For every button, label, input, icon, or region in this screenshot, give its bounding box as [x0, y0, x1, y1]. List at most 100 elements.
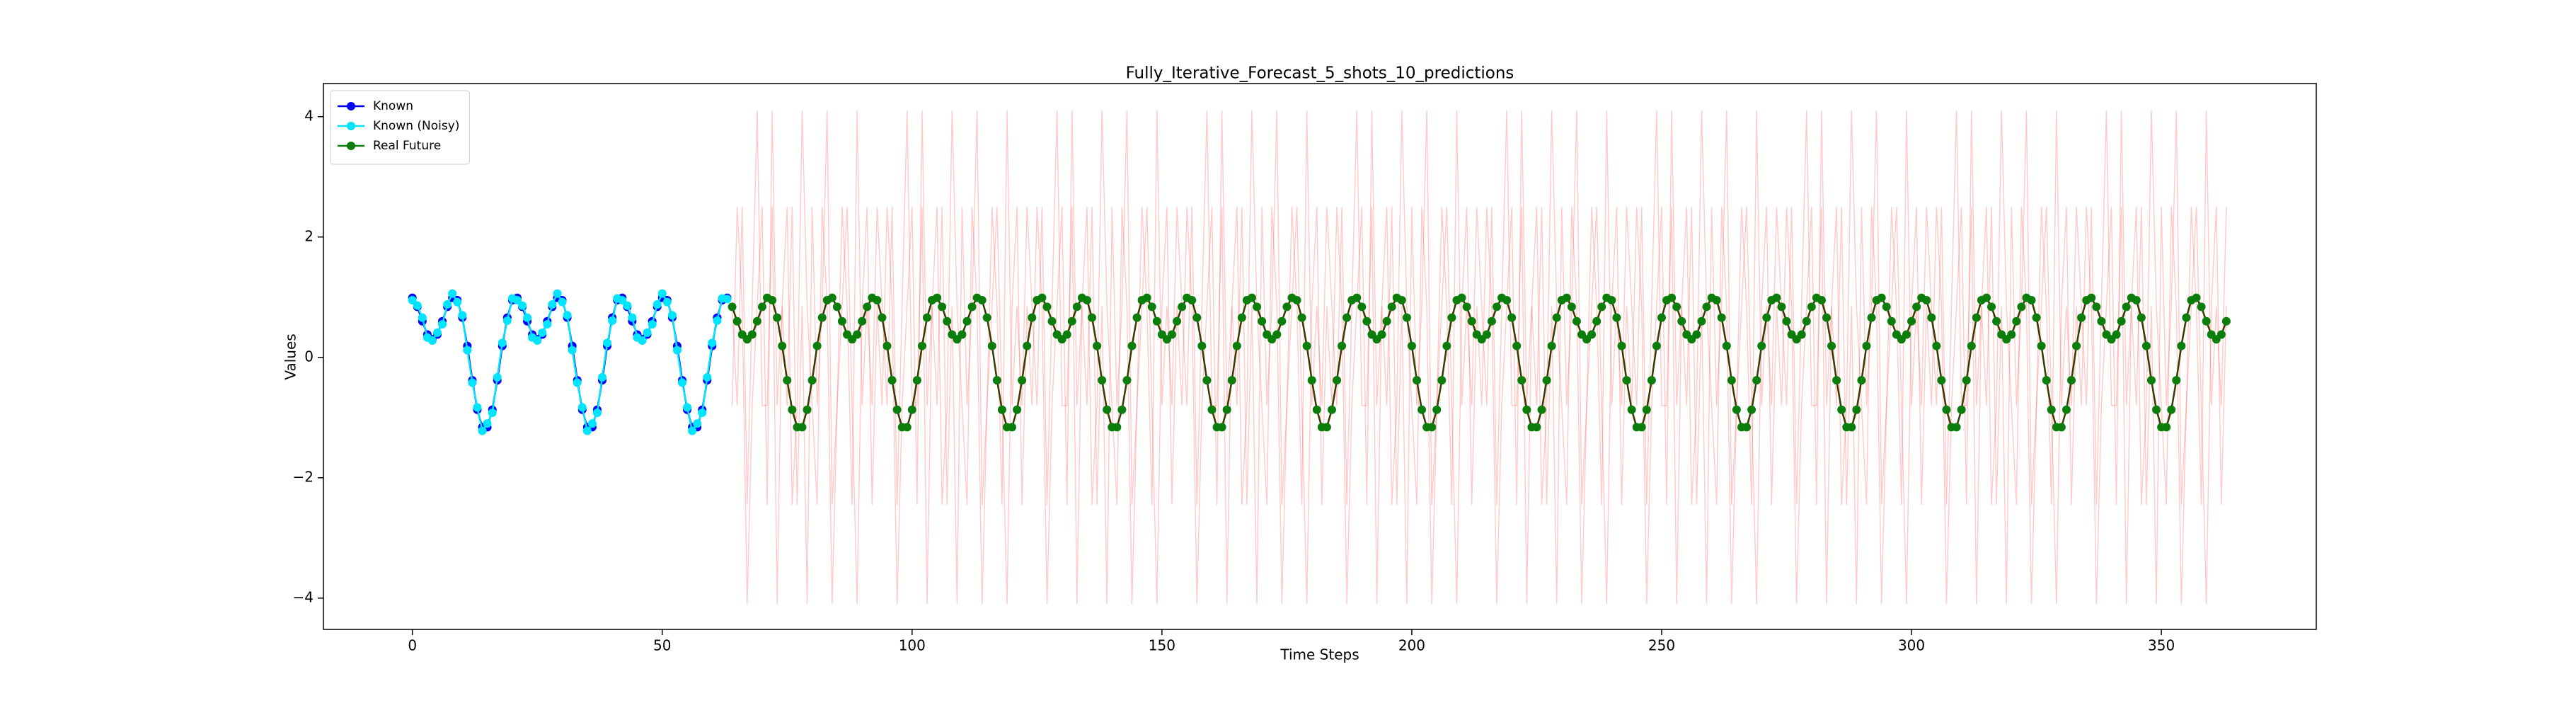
- data-point: [1432, 405, 1442, 414]
- data-point: [2221, 316, 2231, 326]
- data-point: [1942, 405, 1951, 414]
- data-point: [912, 376, 921, 385]
- data-point: [1312, 405, 1321, 414]
- data-point: [768, 296, 777, 305]
- data-point: [1028, 313, 1037, 322]
- data-point: [943, 316, 952, 326]
- data-point: [448, 289, 457, 298]
- data-point: [1567, 302, 1576, 312]
- data-point: [2057, 423, 2066, 432]
- legend-marker: [347, 142, 355, 150]
- data-point: [1232, 341, 1241, 350]
- data-point: [1253, 302, 1262, 312]
- data-point: [803, 405, 812, 414]
- data-point: [698, 408, 707, 417]
- data-point: [548, 299, 557, 309]
- data-point: [648, 320, 657, 329]
- data-point: [1082, 296, 1091, 305]
- data-point: [1333, 376, 1342, 385]
- data-point: [592, 408, 602, 417]
- data-point: [1492, 302, 1501, 312]
- data-point: [1937, 376, 1946, 385]
- data-point: [783, 376, 792, 385]
- data-point: [1782, 316, 1791, 326]
- data-point: [1088, 313, 1097, 322]
- data-point: [1852, 405, 1861, 414]
- y-tick-label: 4: [304, 107, 314, 124]
- data-point: [1127, 341, 1137, 350]
- y-tick-label: −2: [293, 468, 314, 485]
- data-point: [1742, 423, 1752, 432]
- data-point: [1442, 341, 1451, 350]
- data-point: [1047, 316, 1057, 326]
- data-point: [1587, 330, 1597, 339]
- data-point: [1103, 405, 1112, 414]
- data-point: [2087, 293, 2096, 302]
- data-point: [1122, 376, 1132, 385]
- data-point: [2042, 376, 2051, 385]
- data-point: [1537, 405, 1546, 414]
- data-point: [1562, 293, 1571, 302]
- data-point: [2007, 330, 2016, 339]
- x-tick-label: 0: [408, 637, 417, 654]
- data-point: [1712, 296, 1721, 305]
- data-point: [1697, 316, 1706, 326]
- data-point: [1962, 376, 1971, 385]
- data-point: [1072, 302, 1081, 312]
- data-point: [1657, 313, 1666, 322]
- data-point: [538, 328, 547, 337]
- data-point: [2202, 316, 2211, 326]
- data-point: [1727, 376, 1736, 385]
- data-point: [1247, 293, 1256, 302]
- data-point: [493, 372, 502, 382]
- data-point: [713, 316, 722, 325]
- data-point: [1627, 405, 1636, 414]
- data-point: [1188, 296, 1197, 305]
- data-point: [1677, 316, 1686, 326]
- data-point: [907, 405, 916, 414]
- data-point: [1762, 313, 1771, 322]
- data-point: [997, 405, 1006, 414]
- data-point: [1612, 313, 1621, 322]
- data-point: [832, 302, 841, 312]
- data-point: [807, 376, 817, 385]
- data-point: [1397, 296, 1406, 305]
- data-point: [1982, 293, 1991, 302]
- chart-title: Fully_Iterative_Forecast_5_shots_10_pred…: [1126, 64, 1514, 83]
- data-point: [1227, 376, 1236, 385]
- data-point: [1018, 376, 1027, 385]
- data-point: [1487, 316, 1496, 326]
- y-axis-label: Values: [282, 333, 299, 379]
- data-point: [1412, 376, 1421, 385]
- data-point: [858, 316, 867, 326]
- data-point: [1307, 376, 1316, 385]
- x-tick-label: 150: [1149, 637, 1175, 654]
- data-point: [1272, 330, 1282, 339]
- y-tick-label: −4: [293, 588, 314, 605]
- data-point: [1382, 316, 1391, 326]
- data-point: [1967, 341, 1976, 350]
- data-point: [1647, 376, 1656, 385]
- x-tick-label: 200: [1398, 637, 1425, 654]
- data-point: [488, 408, 497, 417]
- data-point: [1237, 313, 1246, 322]
- prediction-line: [731, 110, 2227, 605]
- data-point: [933, 293, 942, 302]
- data-point: [2132, 296, 2141, 305]
- data-point: [967, 302, 977, 312]
- data-point: [598, 372, 607, 382]
- data-point: [1772, 293, 1781, 302]
- data-point: [443, 299, 452, 309]
- data-point: [958, 330, 967, 339]
- data-point: [1297, 313, 1306, 322]
- data-point: [1902, 330, 1911, 339]
- data-point: [1672, 302, 1681, 312]
- data-point: [1592, 316, 1602, 326]
- data-point: [1832, 376, 1841, 385]
- data-point: [1867, 313, 1876, 322]
- data-point: [1532, 423, 1541, 432]
- data-point: [1098, 376, 1107, 385]
- data-point: [438, 320, 447, 329]
- data-point: [708, 338, 717, 348]
